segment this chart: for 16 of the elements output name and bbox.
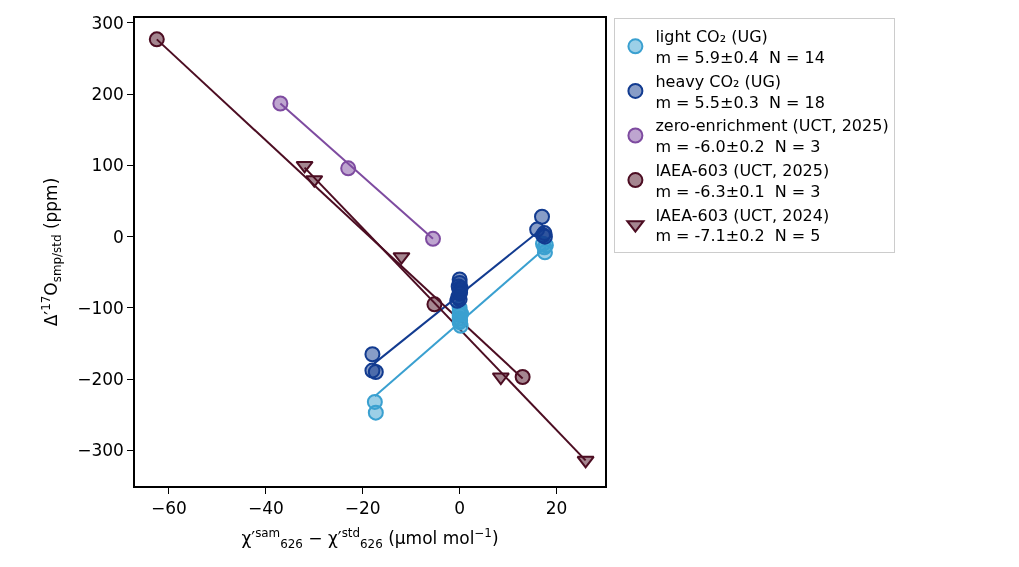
y-tick-label: −200 — [77, 369, 124, 390]
text: χ′$^{sam}$$_{626}$ − χ′$^{std}$$_{626}$ (μmol mol$^{−1}$) — [241, 525, 499, 551]
y-tick-label: 300 — [91, 12, 124, 33]
legend-label: zero-enrichment (UCT, 2025) m = -6.0±0.2 N = 3 — [655, 116, 889, 157]
x-tick-label: −60 — [150, 498, 187, 519]
y-tick-label: 0 — [113, 226, 124, 247]
y-tick-label: −300 — [77, 440, 124, 461]
legend-label: IAEA-603 (UCT, 2025) m = -6.3±0.1 N = 3 — [655, 160, 830, 201]
y-tick-label: 100 — [91, 155, 124, 176]
x-tick-label: −40 — [247, 498, 284, 519]
x-tick-label: 20 — [545, 498, 568, 519]
x-tick-label: 0 — [454, 498, 466, 519]
x-tick-label: −20 — [344, 498, 381, 519]
y-tick-label: 200 — [91, 84, 124, 105]
legend-label: IAEA-603 (UCT, 2024) m = -7.1±0.2 N = 5 — [655, 205, 830, 246]
y-tick-label: −100 — [77, 297, 124, 318]
